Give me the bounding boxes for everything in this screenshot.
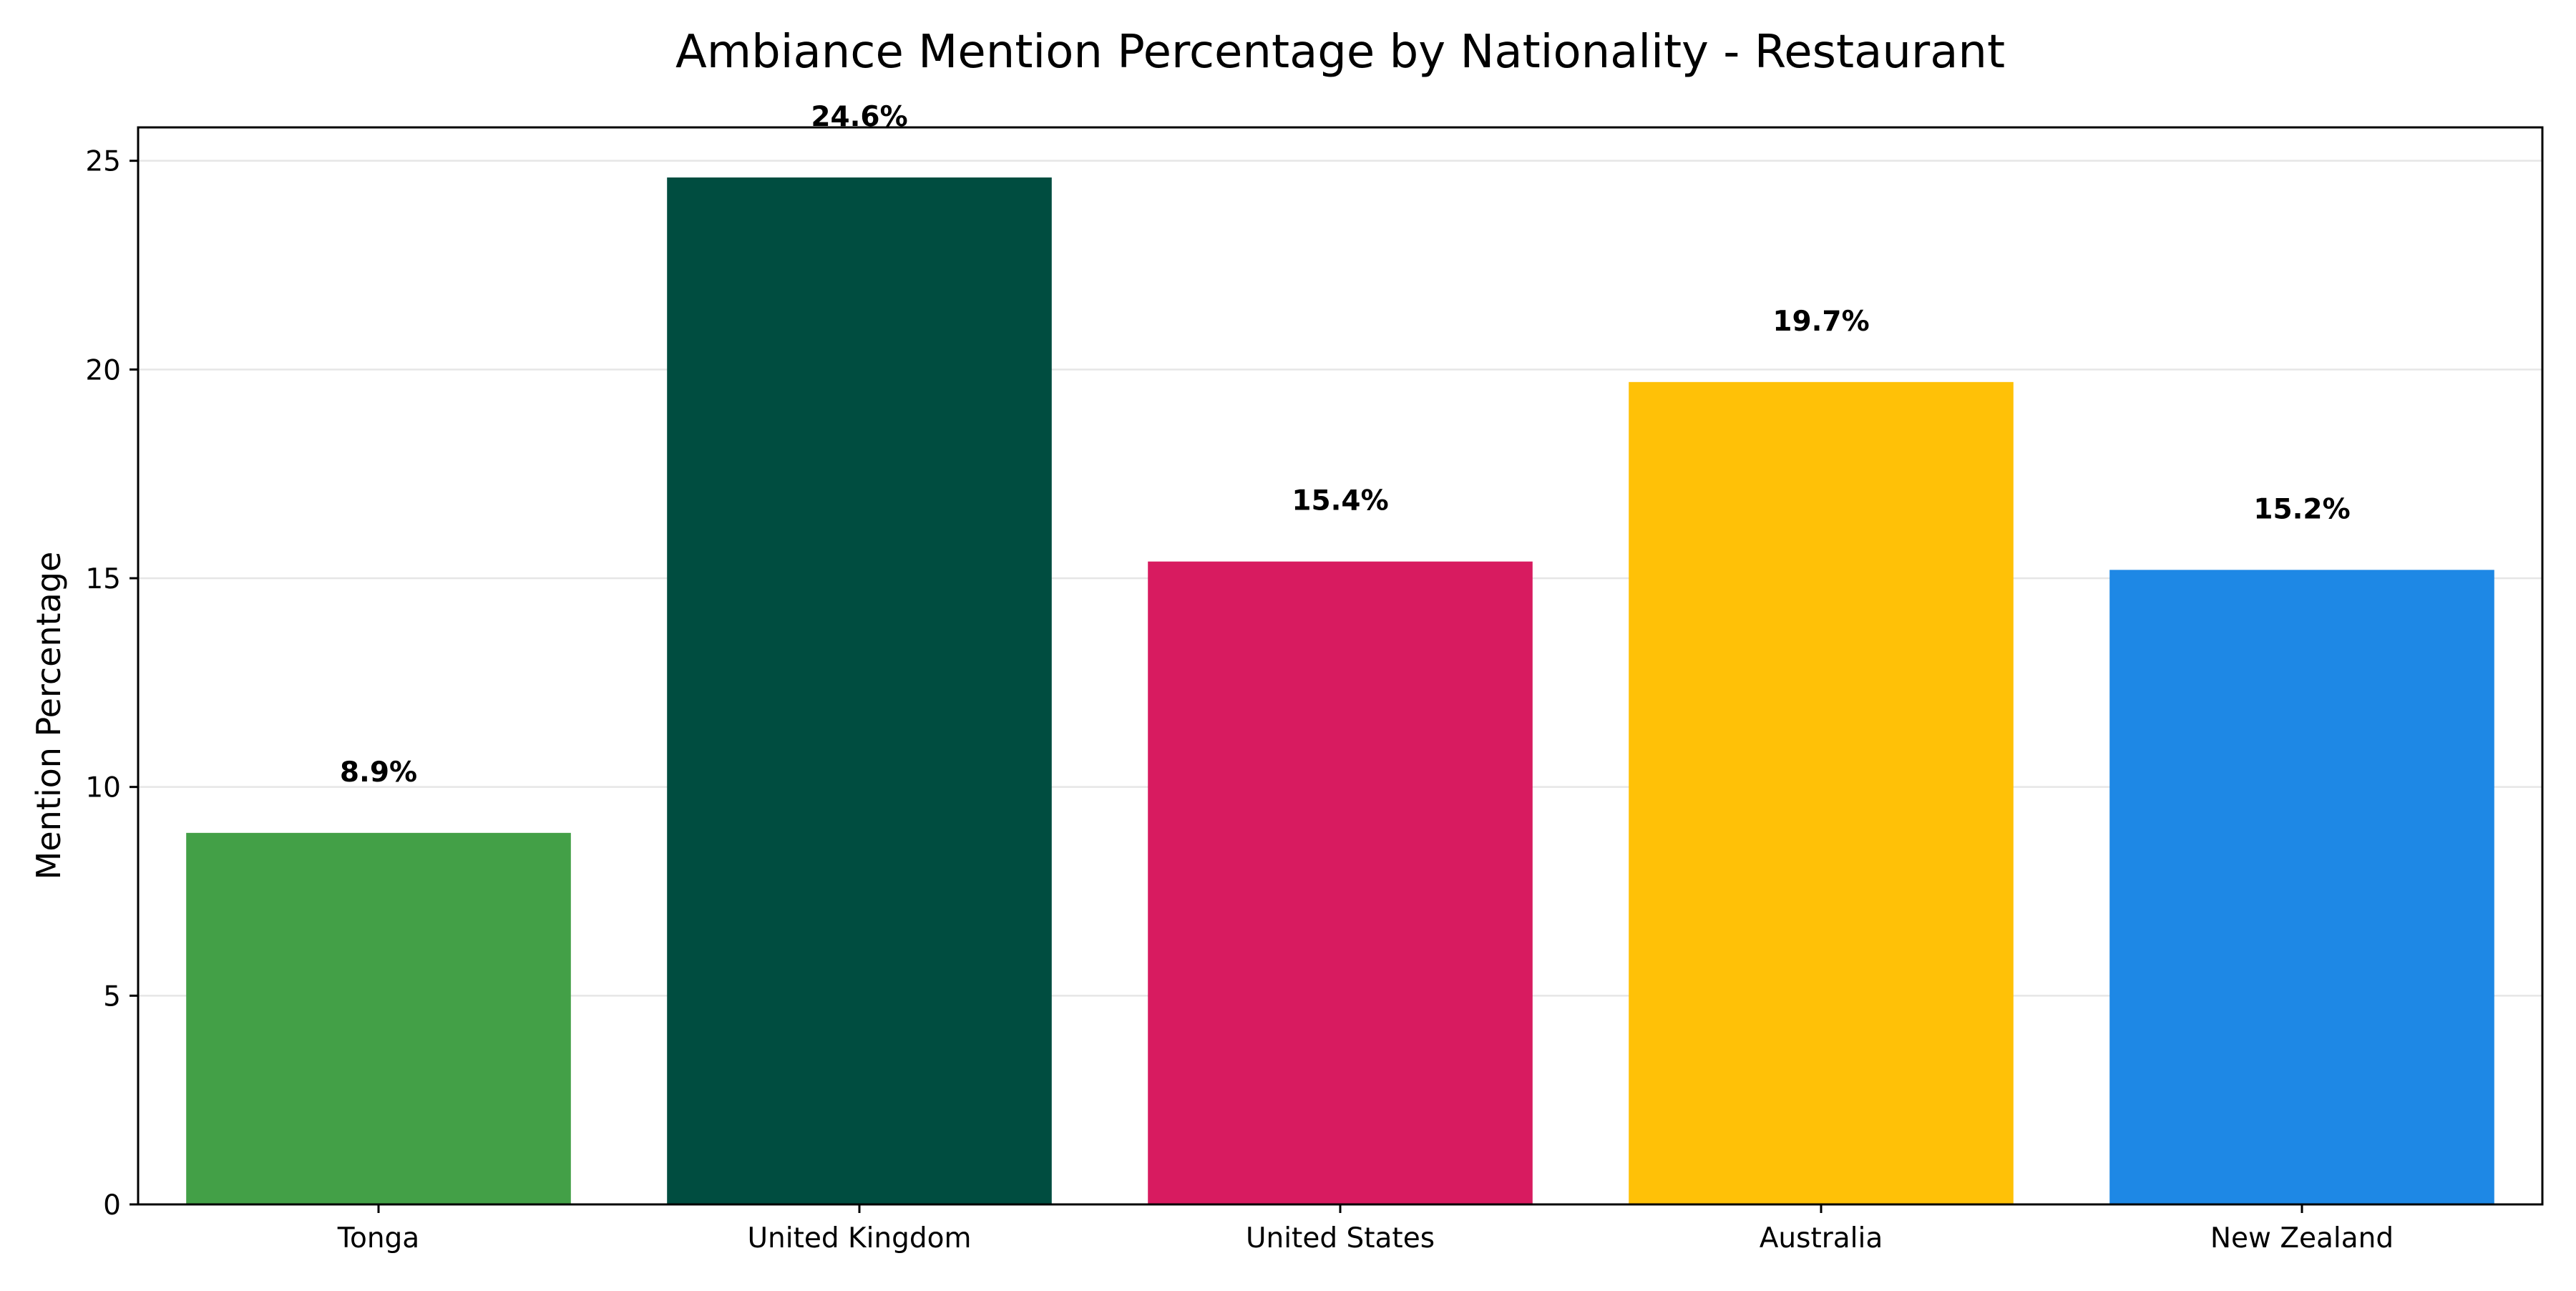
x-tick-label-1: United Kingdom: [747, 1222, 971, 1255]
data-label-3: 19.7%: [1772, 306, 1869, 338]
y-tick-label-10: 10: [85, 772, 121, 804]
y-axis-label: Mention Percentage: [29, 552, 68, 880]
x-axis: Tonga United Kingdom United States Australi…: [337, 1204, 2394, 1255]
bar-new-zealand: [2109, 570, 2494, 1204]
x-tick-label-3: Australia: [1760, 1222, 1883, 1255]
y-tick-label-15: 15: [85, 563, 121, 595]
data-label-2: 15.4%: [1292, 485, 1388, 517]
bar-united-kingdom: [667, 177, 1052, 1204]
x-tick-label-0: Tonga: [337, 1222, 419, 1255]
bar-tonga: [186, 832, 571, 1204]
y-tick-label-0: 0: [103, 1189, 121, 1222]
y-axis: 0 5 10 15 20 25: [85, 146, 138, 1222]
chart-title: Ambiance Mention Percentage by Nationali…: [675, 26, 2005, 79]
bar-united-states: [1148, 561, 1533, 1204]
data-label-4: 15.2%: [2253, 493, 2350, 525]
y-tick-label-5: 5: [103, 980, 121, 1013]
y-tick-label-20: 20: [85, 354, 121, 386]
y-tick-label-25: 25: [85, 146, 121, 178]
bars: [186, 177, 2494, 1205]
x-tick-label-2: United States: [1246, 1222, 1435, 1255]
data-labels: 8.9%24.6%15.4%19.7%15.2%: [340, 101, 2351, 789]
data-label-0: 8.9%: [340, 756, 417, 789]
x-tick-label-4: New Zealand: [2210, 1222, 2394, 1255]
bar-australia: [1629, 381, 2014, 1205]
